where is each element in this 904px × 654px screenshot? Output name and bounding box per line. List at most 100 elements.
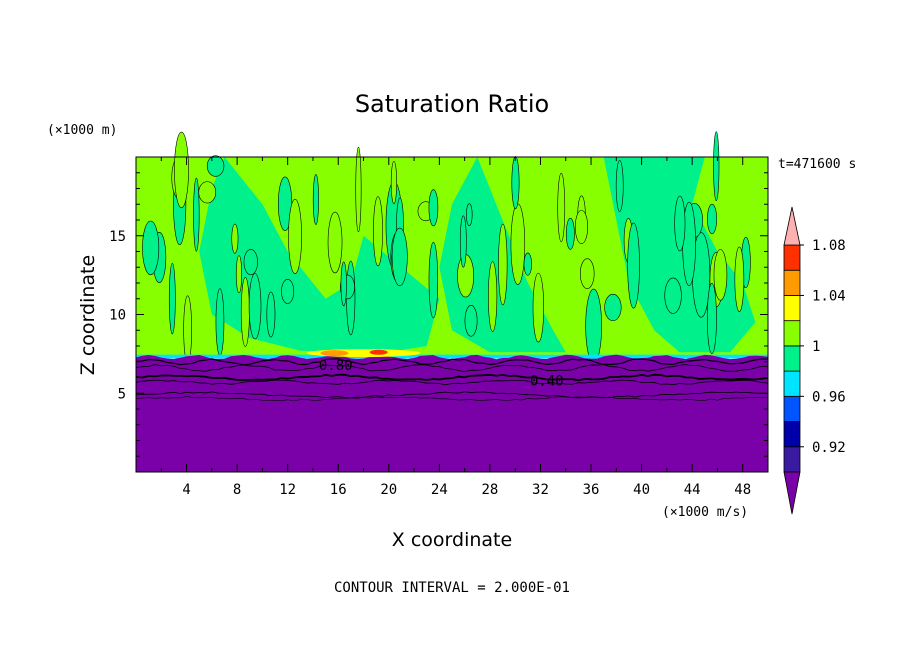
- x-axis-unit: (×1000 m/s): [662, 505, 748, 520]
- saturation-patch: [459, 215, 467, 268]
- x-tick-label: 40: [633, 482, 650, 498]
- colorbar-tick-label: 1.08: [812, 238, 846, 254]
- saturation-patch: [428, 189, 439, 227]
- saturation-patch: [574, 209, 589, 245]
- chart-title: Saturation Ratio: [355, 90, 549, 118]
- x-tick-label: 28: [481, 482, 498, 498]
- x-tick-label: 48: [734, 482, 751, 498]
- saturation-patch: [464, 305, 478, 337]
- saturation-patch: [243, 249, 258, 276]
- peak-red: [369, 349, 388, 355]
- saturation-patch: [488, 261, 498, 332]
- saturation-patch: [664, 277, 682, 314]
- contour-line: [135, 379, 769, 386]
- colorbar-lower-arrow: [783, 471, 801, 515]
- contour-line: [135, 373, 769, 382]
- colorbar-band: [783, 446, 801, 473]
- saturation-patch: [312, 174, 319, 225]
- saturation-patch: [206, 155, 225, 177]
- y-tick-label: 15: [109, 229, 126, 245]
- saturation-patch: [428, 242, 439, 319]
- x-tick-label: 16: [330, 482, 347, 498]
- contour-interval-footer: CONTOUR INTERVAL = 2.000E-01: [334, 580, 570, 596]
- saturation-patch: [281, 279, 295, 304]
- contour-line: [135, 358, 769, 366]
- saturation-patch: [615, 160, 624, 212]
- colorbar-upper-arrow: [783, 206, 801, 246]
- saturation-patch: [713, 131, 720, 202]
- saturation-patch: [557, 172, 566, 243]
- contour-line: [135, 396, 769, 402]
- saturation-patch: [373, 196, 383, 267]
- saturation-patch: [565, 217, 575, 250]
- saturation-patch: [240, 277, 250, 347]
- y-tick-label: 10: [109, 308, 126, 324]
- saturation-patch: [327, 211, 343, 274]
- saturation-patch: [391, 227, 408, 287]
- saturation-patch: [532, 272, 545, 343]
- colorbar-tick-label: 1: [812, 339, 820, 355]
- contour-lines: [135, 358, 769, 402]
- peak-orange: [320, 350, 349, 357]
- x-tick-label: 12: [279, 482, 296, 498]
- colorbar-band: [783, 370, 801, 397]
- saturation-patch: [585, 288, 602, 364]
- saturation-patch: [604, 293, 622, 322]
- contour-line: [135, 364, 769, 372]
- colorbar-band: [783, 244, 801, 271]
- colorbar-tick-label: 0.96: [812, 389, 846, 405]
- saturation-patch: [734, 246, 745, 312]
- saturation-patch: [174, 131, 189, 209]
- x-tick-label: 24: [431, 482, 448, 498]
- saturation-patch: [231, 223, 239, 254]
- saturation-patch: [523, 252, 532, 276]
- contour-labels: 0.80 0.40: [319, 358, 564, 390]
- colorbar-band: [783, 320, 801, 347]
- saturation-patch: [579, 258, 595, 289]
- cloud-base-band: [136, 354, 768, 359]
- colorbar-band: [783, 421, 801, 448]
- x-tick-label: 44: [684, 482, 701, 498]
- colorbar-tick-label: 0.92: [812, 440, 846, 456]
- saturation-patch: [713, 249, 728, 301]
- saturation-patch: [466, 203, 473, 227]
- x-tick-label: 4: [182, 482, 190, 498]
- time-label: t=471600 s: [778, 157, 856, 172]
- y-axis-unit: (×1000 m): [47, 123, 117, 138]
- colorbar-band: [783, 345, 801, 372]
- x-tick-label: 36: [583, 482, 600, 498]
- colorbar-band: [783, 395, 801, 422]
- saturation-patch: [193, 177, 200, 252]
- saturation-patch: [510, 203, 526, 285]
- colorbar-band: [783, 269, 801, 296]
- y-tick-label: 5: [118, 386, 126, 402]
- x-tick-label: 8: [233, 482, 241, 498]
- saturation-patch: [355, 146, 362, 233]
- saturation-patch: [511, 156, 520, 210]
- x-tick-label: 20: [380, 482, 397, 498]
- colorbar-tick-label: 1.04: [812, 288, 846, 304]
- saturation-patch: [498, 223, 508, 306]
- saturation-patch: [288, 198, 302, 274]
- saturation-patch: [674, 195, 686, 252]
- contour-line: [135, 391, 769, 399]
- x-tick-label: 32: [532, 482, 549, 498]
- colorbar: 0.92 0.96 1 1.04 1.08: [783, 206, 846, 515]
- saturation-patch: [235, 255, 243, 294]
- saturation-patch: [266, 291, 276, 338]
- colorbar-band: [783, 295, 801, 322]
- saturation-patch: [142, 220, 160, 276]
- saturation-patch: [390, 160, 397, 204]
- saturation-patch: [707, 203, 717, 235]
- dry-layer: [136, 354, 768, 472]
- x-axis-label: X coordinate: [392, 529, 512, 551]
- saturation-patch: [215, 288, 225, 356]
- saturation-field: [136, 131, 768, 472]
- saturation-patch: [183, 295, 192, 364]
- saturation-patch: [340, 261, 347, 307]
- y-axis-label: Z coordinate: [77, 255, 99, 375]
- saturation-patch: [706, 283, 717, 354]
- saturation-patch: [627, 222, 640, 309]
